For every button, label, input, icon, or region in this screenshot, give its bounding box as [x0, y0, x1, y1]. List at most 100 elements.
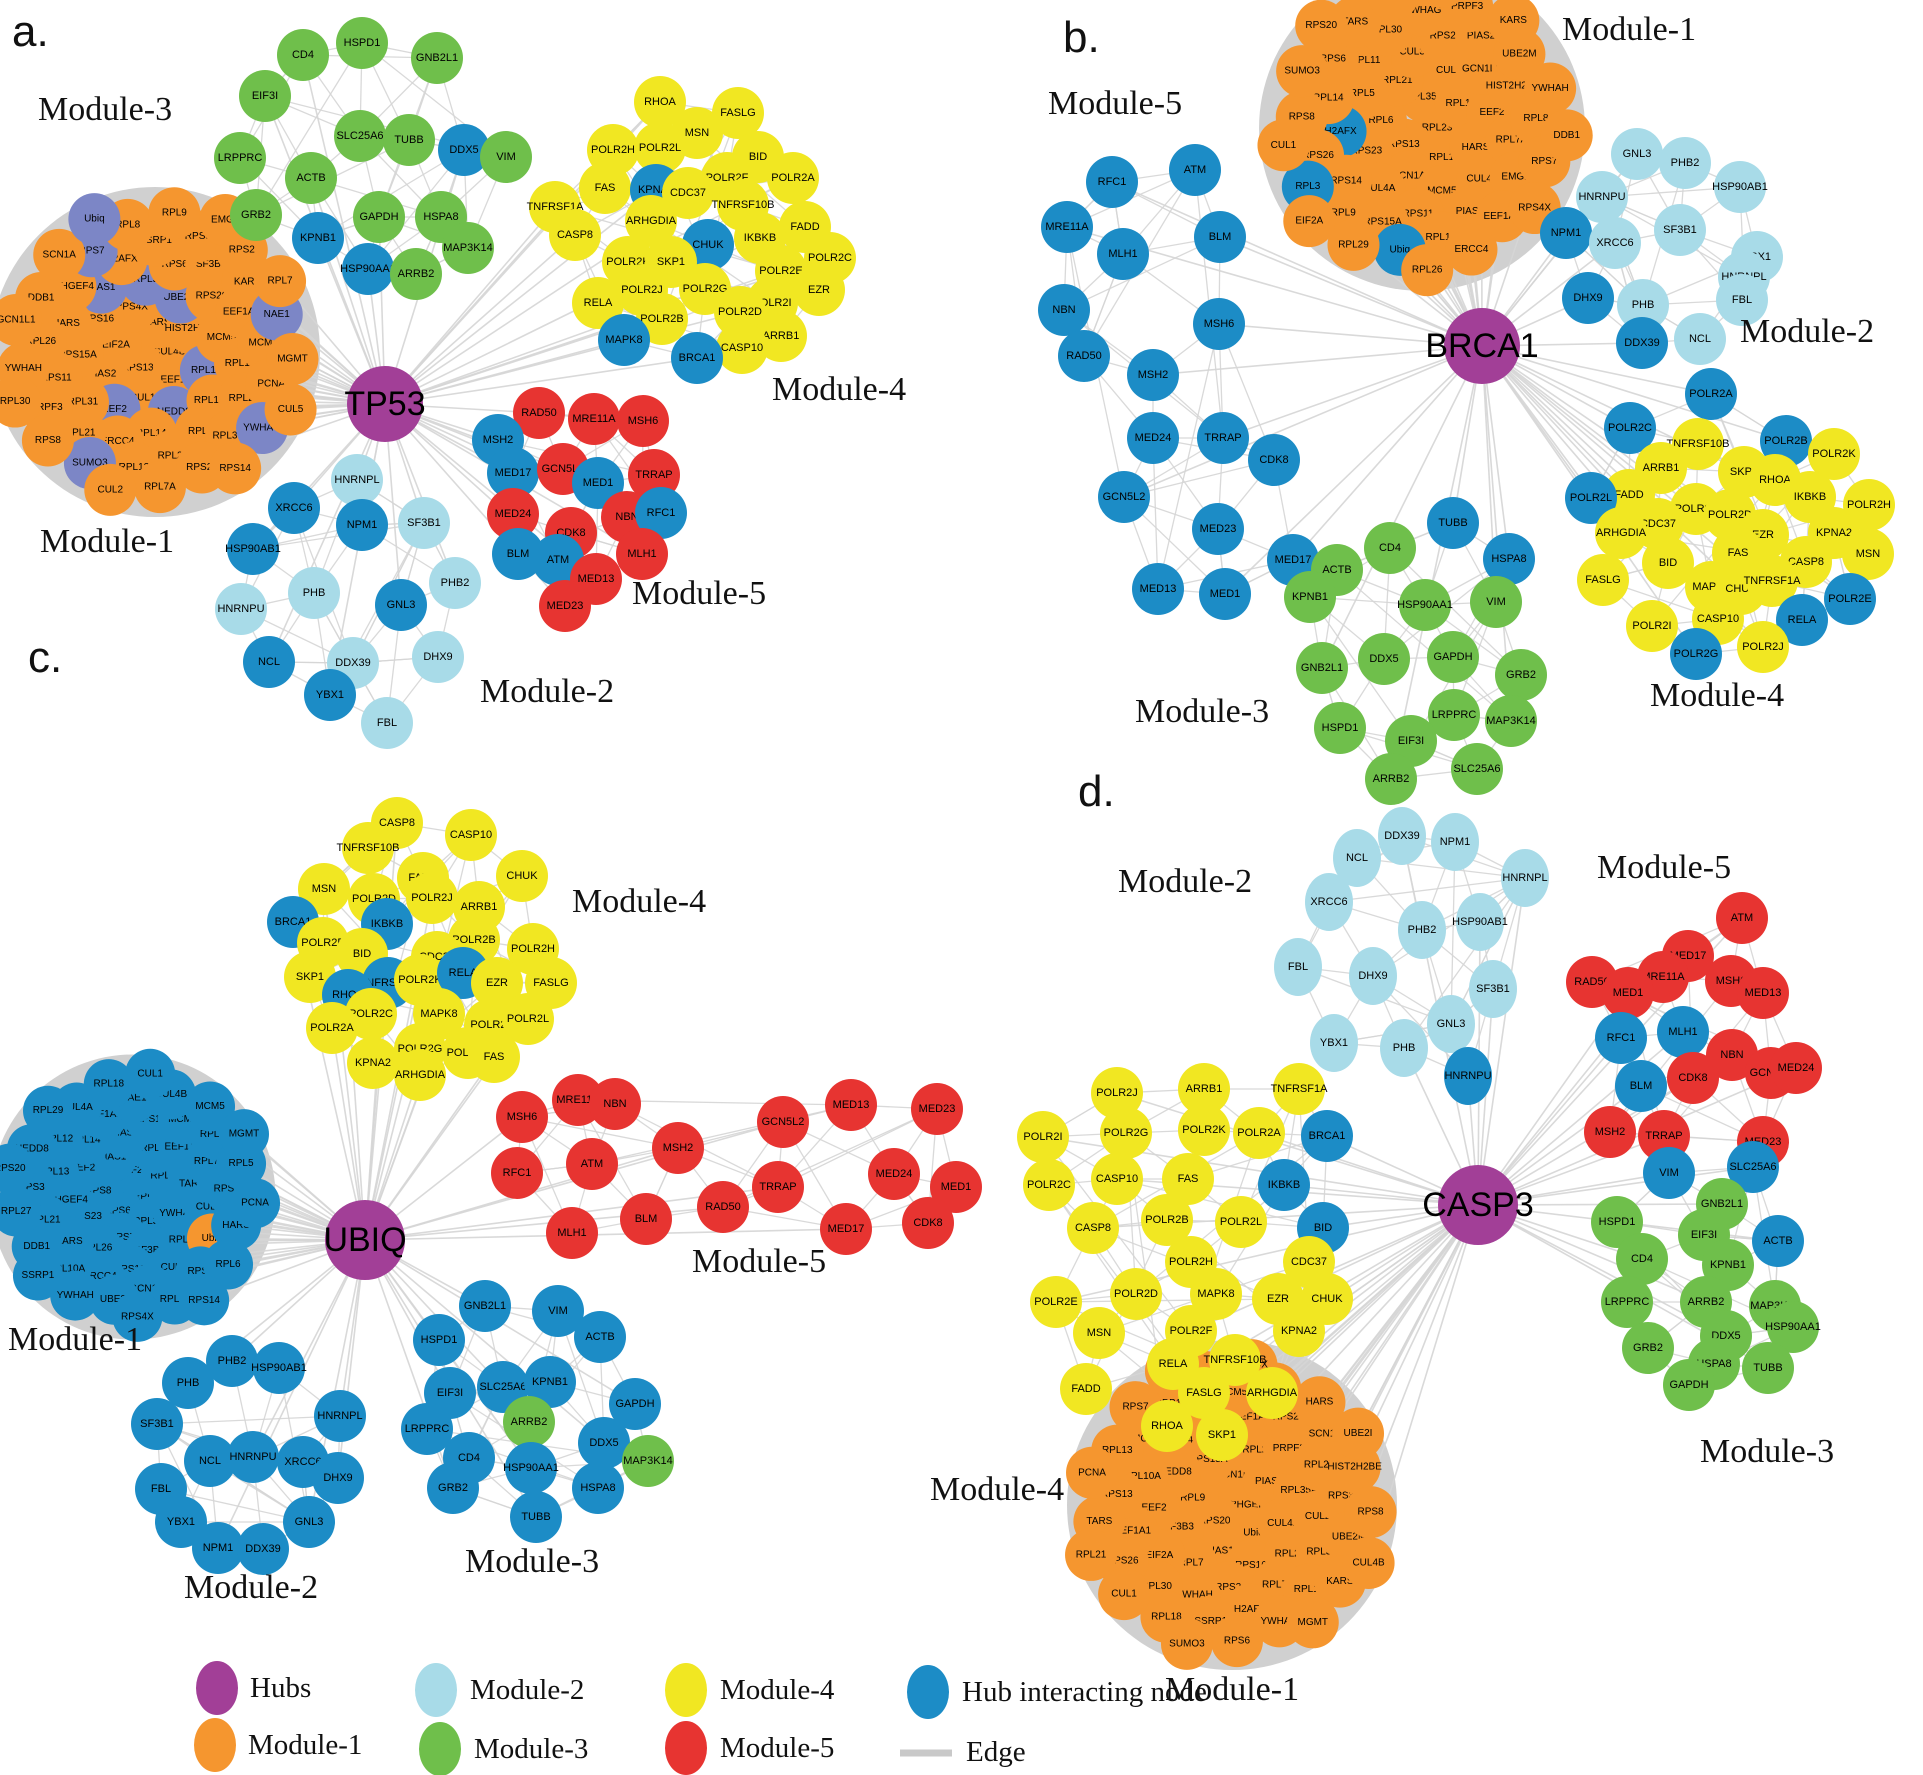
node-TRRAP[interactable]: TRRAP: [752, 1161, 804, 1213]
node-HSP90AA1[interactable]: HSP90AA1: [503, 1442, 559, 1494]
node-FASLG[interactable]: FASLG: [712, 87, 764, 139]
node-FAS[interactable]: FAS: [1162, 1153, 1214, 1205]
node-NPM1[interactable]: NPM1: [336, 499, 388, 551]
node-RPS8[interactable]: RPS8: [21, 414, 74, 467]
node-VIM[interactable]: VIM: [480, 131, 532, 183]
node-HSPD1[interactable]: HSPD1: [1591, 1196, 1643, 1248]
node-POLR2B[interactable]: POLR2B: [1760, 415, 1812, 467]
node-POLR2C[interactable]: POLR2C: [345, 988, 397, 1040]
node-ACTB[interactable]: ACTB: [1752, 1215, 1804, 1267]
node-ARRB2[interactable]: ARRB2: [503, 1396, 555, 1448]
node-RPL27[interactable]: RPL27: [0, 1186, 42, 1237]
node-GRB2[interactable]: GRB2: [1622, 1322, 1674, 1374]
node-BRCA1[interactable]: BRCA1: [1301, 1110, 1353, 1162]
node-PCNA[interactable]: PCNA: [230, 1178, 281, 1229]
node-RPL30[interactable]: RPL30: [0, 375, 42, 428]
node-HSPD1[interactable]: HSPD1: [336, 17, 388, 69]
node-CDC37[interactable]: CDC37: [662, 167, 714, 219]
node-CD4[interactable]: CD4: [1616, 1233, 1668, 1285]
node-POLR2D[interactable]: POLR2D: [1110, 1268, 1162, 1320]
node-GCN1L1[interactable]: GCN1L1: [0, 294, 43, 347]
node-ACTB[interactable]: ACTB: [285, 152, 337, 204]
node-MAPK8[interactable]: MAPK8: [1190, 1268, 1242, 1320]
node-RPS4X[interactable]: RPS4X: [112, 1291, 163, 1342]
node-MED24[interactable]: MED24: [1127, 412, 1179, 464]
node-FASLG[interactable]: FASLG: [1577, 554, 1629, 606]
node-TUBB[interactable]: TUBB: [1742, 1342, 1794, 1394]
node-NBN[interactable]: NBN: [1038, 284, 1090, 336]
node-RFC1[interactable]: RFC1: [491, 1147, 543, 1199]
node-DHX9[interactable]: DHX9: [412, 631, 464, 683]
hub-BRCA1[interactable]: BRCA1: [1425, 308, 1539, 384]
node-MED1[interactable]: MED1: [1199, 568, 1251, 620]
node-HSP90AA1[interactable]: HSP90AA1: [1765, 1301, 1821, 1353]
node-SSRP1[interactable]: SSRP1: [12, 1250, 63, 1301]
node-NPM1[interactable]: NPM1: [1431, 813, 1479, 871]
node-HNRNPU[interactable]: HNRNPU: [1444, 1047, 1492, 1105]
node-POLR2L[interactable]: POLR2L: [1215, 1196, 1267, 1248]
node-MGMT[interactable]: MGMT: [266, 333, 319, 386]
node-CASP8[interactable]: CASP8: [1067, 1202, 1119, 1254]
node-MED17[interactable]: MED17: [487, 447, 539, 499]
node-XRCC6[interactable]: XRCC6: [268, 482, 320, 534]
node-GRB2[interactable]: GRB2: [230, 189, 282, 241]
node-POLR2I[interactable]: POLR2I: [1626, 600, 1678, 652]
node-MCM5[interactable]: MCM5: [185, 1081, 236, 1132]
node-BID[interactable]: BID: [1642, 537, 1694, 589]
node-POLR2B[interactable]: POLR2B: [1141, 1194, 1193, 1246]
node-RELA[interactable]: RELA: [1776, 594, 1828, 646]
node-LRPPRC[interactable]: LRPPRC: [214, 132, 266, 184]
node-MED23[interactable]: MED23: [539, 580, 591, 632]
node-HSP90AB1[interactable]: HSP90AB1: [1712, 161, 1768, 213]
node-CASP8[interactable]: CASP8: [549, 209, 601, 261]
node-HNRNPU[interactable]: HNRNPU: [215, 583, 267, 635]
node-HSP90AB1[interactable]: HSP90AB1: [225, 523, 281, 575]
node-BLM[interactable]: BLM: [1615, 1060, 1667, 1112]
node-LRPPRC[interactable]: LRPPRC: [1601, 1276, 1653, 1328]
node-MED1[interactable]: MED1: [572, 457, 624, 509]
node-POLR2L[interactable]: POLR2L: [1565, 472, 1617, 524]
node-ARRB2[interactable]: ARRB2: [390, 248, 442, 300]
node-CASP10[interactable]: CASP10: [445, 809, 497, 861]
node-HSP90AB1[interactable]: HSP90AB1: [251, 1342, 307, 1394]
node-MED24[interactable]: MED24: [487, 488, 539, 540]
node-MSN[interactable]: MSN: [298, 863, 350, 915]
node-IKBKB[interactable]: IKBKB: [1258, 1159, 1310, 1211]
node-DHX9[interactable]: DHX9: [312, 1452, 364, 1504]
node-TNFRSF10B[interactable]: TNFRSF10B: [1667, 418, 1730, 470]
node-GCN5L2[interactable]: GCN5L2: [1098, 471, 1150, 523]
node-GCN5L2[interactable]: GCN5L2: [757, 1096, 809, 1148]
node-FADD[interactable]: FADD: [1060, 1363, 1112, 1415]
node-NCL[interactable]: NCL: [184, 1435, 236, 1487]
node-SLC25A6[interactable]: SLC25A6: [1451, 743, 1503, 795]
node-GNB2L1[interactable]: GNB2L1: [411, 32, 463, 84]
node-POLR2J[interactable]: POLR2J: [1091, 1067, 1143, 1119]
hub-CASP3[interactable]: CASP3: [1422, 1165, 1534, 1245]
node-CUL4B[interactable]: CUL4B: [1342, 1536, 1395, 1589]
node-MRE11A[interactable]: MRE11A: [568, 393, 620, 445]
node-DDX39[interactable]: DDX39: [1378, 807, 1426, 865]
node-MSH2[interactable]: MSH2: [1584, 1106, 1636, 1158]
node-RPS6[interactable]: RPS6: [1210, 1615, 1263, 1668]
node-HSP90AA1[interactable]: HSP90AA1: [1397, 579, 1453, 631]
node-MAP3K14[interactable]: MAP3K14: [1485, 695, 1537, 747]
node-POLR2C[interactable]: POLR2C: [1604, 402, 1656, 454]
node-TUBB[interactable]: TUBB: [383, 114, 435, 166]
node-MED23[interactable]: MED23: [911, 1083, 963, 1135]
node-FBL[interactable]: FBL: [1274, 938, 1322, 996]
node-GNB2L1[interactable]: GNB2L1: [459, 1280, 511, 1332]
node-MED17[interactable]: MED17: [820, 1203, 872, 1255]
node-KPNA2[interactable]: KPNA2: [347, 1037, 399, 1089]
node-POLR2K[interactable]: POLR2K: [1808, 428, 1860, 480]
node-RAD50[interactable]: RAD50: [1058, 330, 1110, 382]
node-RPL26[interactable]: RPL26: [1401, 244, 1454, 297]
node-ARHGDIA[interactable]: ARHGDIA: [394, 1049, 446, 1101]
node-YBX1[interactable]: YBX1: [155, 1496, 207, 1548]
node-POLR2J[interactable]: POLR2J: [1737, 621, 1789, 673]
node-RPS20[interactable]: RPS20: [1295, 0, 1348, 52]
node-ARRB1[interactable]: ARRB1: [755, 310, 807, 362]
node-RPS14[interactable]: RPS14: [209, 442, 262, 495]
node-MLH1[interactable]: MLH1: [546, 1207, 598, 1259]
node-MED13[interactable]: MED13: [1132, 563, 1184, 615]
node-GNB2L1[interactable]: GNB2L1: [1296, 642, 1348, 694]
